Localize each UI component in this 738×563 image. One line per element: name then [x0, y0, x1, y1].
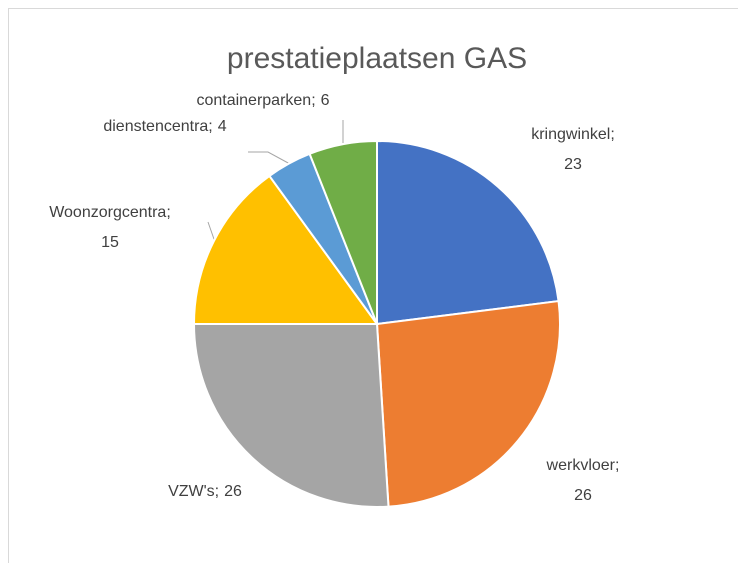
label-category: containerparken; — [196, 92, 315, 109]
label-category: Woonzorgcentra; — [49, 204, 171, 221]
label-value: 26 — [224, 483, 242, 500]
label-category: dienstencentra; — [103, 118, 212, 135]
pie-slice — [376, 139, 560, 326]
label-value: 4 — [218, 118, 227, 135]
label-value: 6 — [321, 92, 330, 109]
chart-title: prestatieplaatsen GAS — [227, 42, 527, 75]
data-label: werkvloer; 26 — [546, 457, 620, 504]
leader-lines — [207, 120, 344, 243]
data-label: containerparken; 6 — [196, 92, 329, 109]
data-label: dienstencentra; 4 — [103, 118, 226, 135]
label-category: VZW's; — [168, 483, 219, 500]
pie-slice — [192, 323, 390, 508]
label-value: 15 — [101, 234, 119, 251]
pie-slice — [375, 299, 561, 508]
data-label: VZW's; 26 — [168, 483, 242, 500]
data-label: Woonzorgcentra; 15 — [49, 204, 171, 251]
label-category: kringwinkel; — [531, 126, 615, 143]
label-category: werkvloer; — [546, 457, 620, 474]
data-label: kringwinkel; 23 — [531, 126, 615, 173]
pie-slice — [192, 174, 379, 325]
label-value: 26 — [574, 487, 592, 504]
leader-line — [248, 151, 291, 165]
label-value: 23 — [564, 156, 582, 173]
leader-line — [207, 221, 216, 243]
pie-slice — [308, 139, 378, 325]
